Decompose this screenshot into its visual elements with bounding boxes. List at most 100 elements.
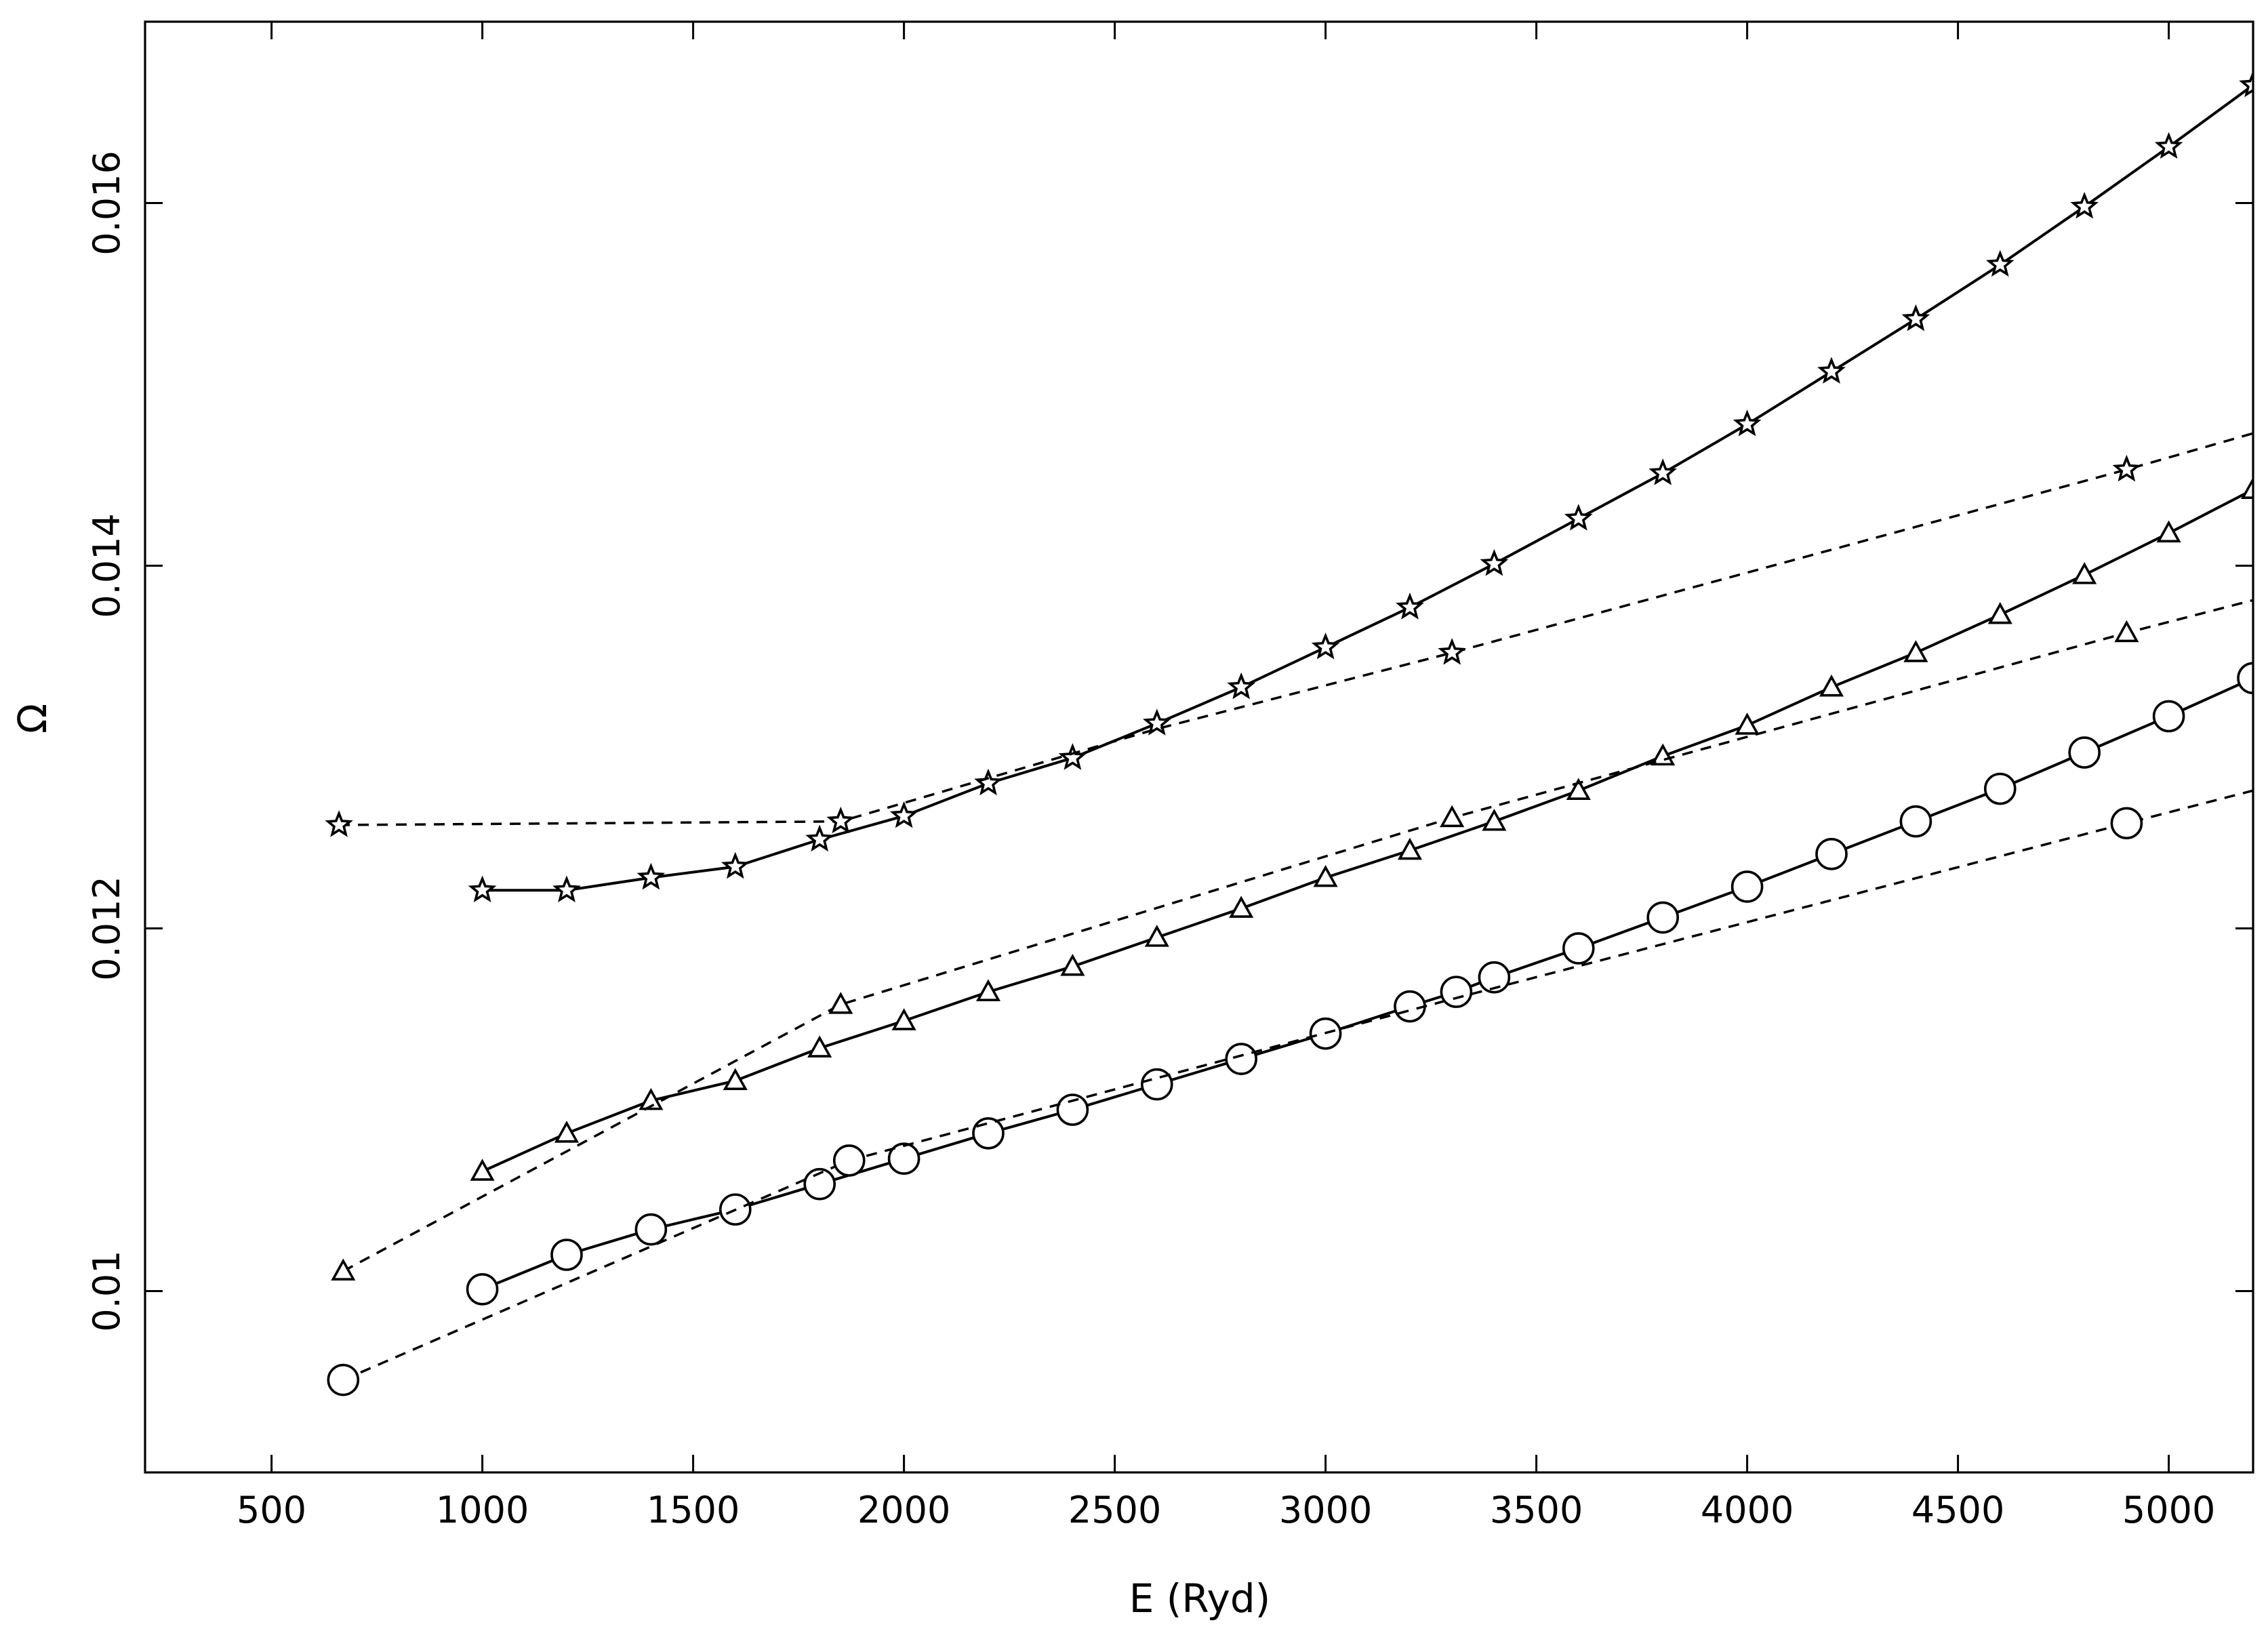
star-marker — [552, 875, 581, 903]
star-marker — [1986, 249, 2014, 277]
ticks-layer: 500 1000 1500 2000 2500 3000 3500 4000 4500 5000 0… — [85, 22, 2253, 1531]
circle-marker — [1646, 901, 1679, 934]
triangle-marker — [1819, 675, 1844, 697]
star-marker — [325, 810, 353, 837]
triangle-marker — [2072, 562, 2097, 584]
triangle-marker — [1903, 640, 1928, 662]
star-marker — [2112, 454, 2141, 482]
star-marker — [1480, 548, 1509, 576]
star-marker — [805, 824, 834, 852]
circle-marker — [1562, 932, 1595, 965]
triangle-marker — [1482, 808, 1507, 831]
star-marker — [2070, 191, 2099, 219]
circle-marker — [1056, 1093, 1089, 1126]
x-tick-label: 2000 — [857, 1489, 950, 1531]
x-tick-label: 500 — [237, 1489, 306, 1531]
y-tick-label: 0.012 — [85, 876, 128, 981]
plot-frame — [144, 20, 2254, 1474]
circle-marker — [550, 1239, 583, 1271]
triangle-marker — [807, 1035, 832, 1058]
x-tick-label: 1500 — [647, 1489, 740, 1531]
star-marker — [1058, 743, 1087, 770]
triangle-marker — [1229, 896, 1254, 918]
series-layer — [325, 70, 2253, 1396]
triangle-marker — [828, 992, 853, 1014]
star-marker — [1438, 638, 1466, 665]
circle-marker — [803, 1167, 836, 1201]
star-marker — [2239, 70, 2253, 98]
triangle-marker — [2156, 520, 2181, 543]
x-tick-label: 5000 — [2122, 1489, 2215, 1531]
series-line — [481, 488, 2253, 1173]
circle-marker — [2237, 662, 2253, 695]
star-marker — [1227, 672, 1256, 700]
star-marker — [974, 768, 1003, 796]
star-marker — [468, 875, 497, 903]
circle-marker — [2068, 736, 2101, 769]
circle-marker — [327, 1363, 360, 1396]
x-tick-label: 3500 — [1490, 1489, 1583, 1531]
triangle-marker — [639, 1087, 664, 1110]
triangle-marker — [470, 1159, 495, 1181]
triangle-marker — [1566, 778, 1591, 800]
series-star-dashed — [325, 432, 2253, 837]
circle-marker — [1984, 772, 2017, 805]
star-marker — [1311, 632, 1340, 660]
star-marker — [1564, 504, 1593, 531]
circle-marker — [1440, 976, 1473, 1008]
star-marker — [889, 801, 918, 828]
circle-marker — [1141, 1068, 1173, 1101]
circle-marker — [887, 1142, 920, 1175]
star-marker — [1733, 409, 1762, 437]
y-axis-label: Ω — [9, 704, 56, 733]
circle-marker — [634, 1213, 668, 1246]
star-marker — [1901, 304, 1930, 331]
triangle-marker — [1397, 837, 1423, 860]
triangle-marker — [723, 1068, 748, 1090]
triangle-marker — [331, 1258, 356, 1281]
series-triangle-dashed — [331, 599, 2253, 1281]
series-line — [342, 789, 2253, 1382]
circle-marker — [1730, 870, 1764, 903]
x-axis-label: E (Ryd) — [1129, 1575, 1271, 1622]
x-tick-label: 4500 — [1911, 1489, 2004, 1531]
circle-marker — [1225, 1043, 1257, 1075]
triangle-marker — [1313, 864, 1338, 887]
series-line — [482, 83, 2253, 892]
circle-marker — [1478, 961, 1511, 994]
series-line — [342, 599, 2253, 1272]
star-marker — [636, 862, 666, 890]
star-marker — [1142, 708, 1171, 736]
circle-marker — [2110, 807, 2143, 840]
star-marker — [1396, 592, 1424, 620]
series-circle-dashed — [327, 789, 2253, 1396]
x-tick-label: 1000 — [436, 1489, 529, 1531]
triangle-marker — [1060, 953, 1085, 976]
triangle-marker — [2240, 477, 2253, 499]
star-marker — [1648, 458, 1677, 485]
star-marker — [826, 806, 855, 834]
triangle-marker — [1440, 805, 1465, 828]
circle-marker — [1815, 838, 1848, 870]
x-tick-label: 2500 — [1068, 1489, 1161, 1531]
series-line — [481, 677, 2253, 1291]
y-tick-label: 0.014 — [85, 513, 128, 618]
circle-marker — [832, 1144, 866, 1177]
x-tick-label: 4000 — [1701, 1489, 1794, 1531]
star-marker — [2154, 132, 2183, 159]
circle-marker — [466, 1273, 499, 1306]
series-triangle-solid — [470, 477, 2253, 1181]
triangle-marker — [1144, 925, 1169, 947]
circle-marker — [2152, 700, 2185, 733]
y-tick-label: 0.016 — [85, 150, 128, 256]
x-tick-label: 3000 — [1279, 1489, 1372, 1531]
star-marker — [721, 851, 750, 879]
triangle-marker — [2114, 620, 2139, 643]
circle-marker — [1899, 805, 1932, 838]
triangle-marker — [891, 1008, 916, 1030]
triangle-marker — [554, 1121, 580, 1143]
series-circle-solid — [466, 662, 2253, 1306]
series-line — [339, 432, 2253, 826]
star-marker — [1817, 357, 1846, 384]
